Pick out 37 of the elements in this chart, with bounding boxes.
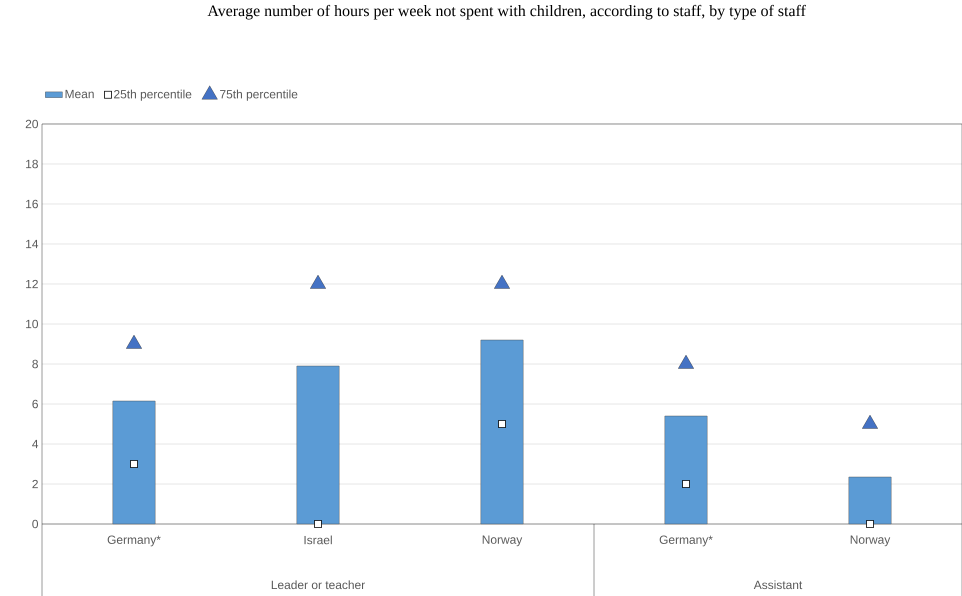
point	[494, 274, 510, 289]
bar	[480, 340, 524, 524]
legend-label: Mean	[66, 90, 94, 98]
legend-label: 25th percentile	[114, 90, 192, 101]
x-tick-label: Norway	[482, 536, 522, 546]
point	[682, 480, 690, 488]
bar	[664, 416, 708, 524]
y-tick-label: 12	[26, 280, 38, 288]
y-tick-label: 18	[26, 160, 38, 168]
x-tick-label: Norway	[850, 536, 890, 546]
point	[678, 354, 694, 369]
chart-title: Average number of hours per week not spent with children, according to staff, by type of staff	[208, 4, 806, 20]
y-tick-label: 16	[26, 200, 38, 208]
y-tick-label: 20	[26, 120, 38, 128]
bar	[112, 400, 156, 524]
point	[314, 520, 322, 528]
point	[498, 420, 506, 428]
bar	[296, 366, 340, 524]
y-tick-label: 6	[32, 400, 38, 408]
bar	[848, 476, 892, 524]
x-tick-label: Germany*	[660, 536, 713, 546]
x-tick-label: Israel	[304, 536, 332, 544]
x-tick-label: Germany*	[108, 536, 161, 546]
point	[130, 460, 138, 468]
point	[866, 520, 874, 528]
legend-label: 75th percentile	[220, 90, 298, 101]
y-tick-label: 2	[32, 480, 38, 488]
y-tick-label: 4	[32, 440, 38, 448]
point	[862, 414, 878, 429]
y-tick-label: 8	[32, 360, 38, 368]
point	[310, 274, 326, 289]
point	[126, 334, 142, 349]
y-tick-label: 0	[32, 520, 38, 528]
text: Assistant	[754, 580, 802, 590]
y-tick-label: 10	[26, 320, 38, 328]
text: Leader or teacher	[272, 580, 365, 590]
y-tick-label: 14	[26, 240, 38, 248]
